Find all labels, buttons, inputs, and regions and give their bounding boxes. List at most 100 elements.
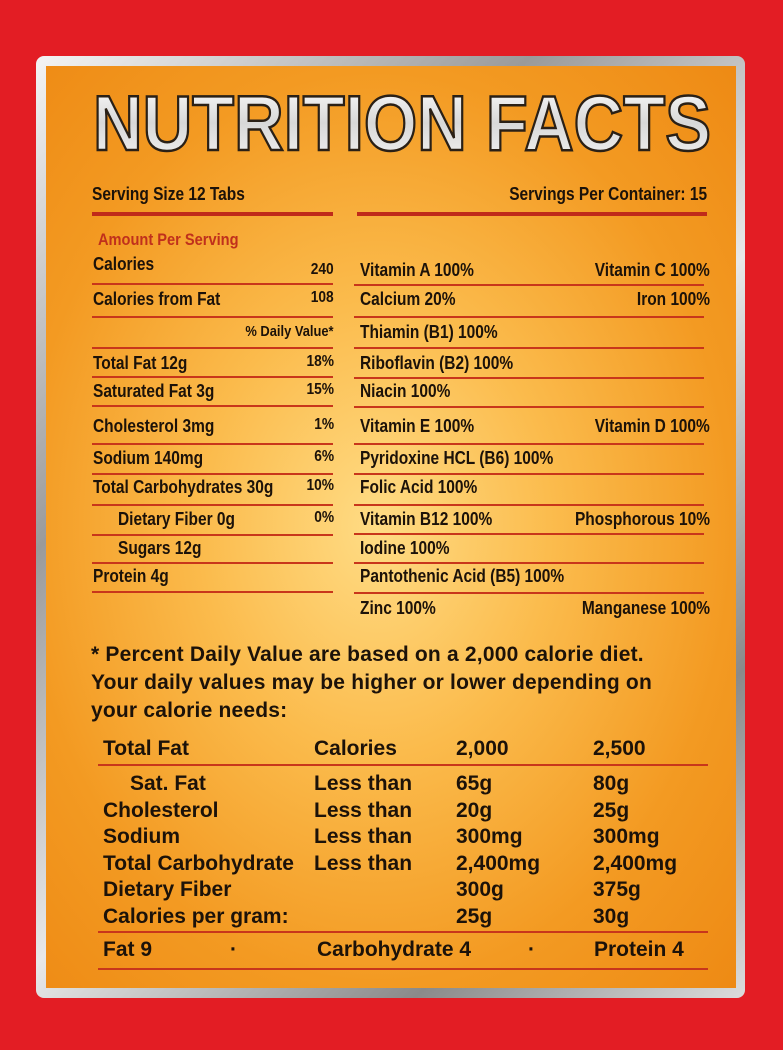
nutrient-value-text: 0% — [314, 509, 334, 526]
vitamin-label: Vitamin B12 100% — [360, 509, 514, 530]
nutrient-label: Calories from Fat — [93, 289, 241, 310]
nutrient-value-text: 15% — [306, 381, 334, 398]
dv-cell: Sodium — [103, 825, 180, 849]
nutrient-value-text: 240 — [311, 261, 334, 278]
dv-cell-text: 2,400mg — [593, 852, 678, 875]
dv-header-cell-text: Total Fat — [103, 737, 189, 760]
nutrient-label-text: Sodium 140mg — [93, 448, 204, 468]
dv-cell-text: Dietary Fiber — [103, 878, 232, 901]
nutrient-value: 15% — [302, 381, 334, 399]
vitamin-label-text: Iodine 100% — [360, 538, 450, 558]
divider — [92, 473, 333, 475]
nutrient-label: Protein 4g — [93, 566, 181, 587]
nutrient-value: 10% — [302, 477, 334, 495]
dv-header-cell: 2,500 — [593, 737, 646, 761]
nutrient-label-text: Calories — [93, 254, 155, 274]
nutrient-label: Dietary Fiber 0g — [118, 509, 254, 530]
divider — [98, 968, 708, 970]
nutrient-label-text: Calories from Fat — [93, 289, 221, 309]
vitamin-label-text: Folic Acid 100% — [360, 477, 478, 497]
nutrient-value-text: 10% — [306, 477, 334, 494]
divider — [354, 377, 704, 379]
divider — [98, 764, 708, 766]
dv-cell-text: Cholesterol — [103, 799, 219, 822]
vitamin-label: Calcium 20% — [360, 289, 471, 310]
dv-cell-text: 65g — [456, 772, 493, 795]
daily-value-header: % Daily Value* — [245, 323, 334, 340]
divider — [354, 504, 704, 506]
dv-cell-text: 300g — [456, 878, 504, 901]
vitamin-label-text: Vitamin B12 100% — [360, 509, 493, 529]
dv-cell: 25g — [456, 905, 492, 929]
nutrient-value-text: 18% — [306, 353, 334, 370]
nutrient-value-text: 6% — [314, 448, 334, 465]
nutrient-label-text: Protein 4g — [93, 566, 169, 586]
divider — [92, 504, 333, 506]
dv-cell-text: Sat. Fat — [130, 772, 206, 795]
footnote-line: * Percent Daily Value are based on a 2,0… — [91, 643, 644, 666]
vitamin-label-right-text: Phosphorous 10% — [574, 509, 710, 529]
nutrient-value: 18% — [302, 353, 334, 371]
vitamin-label-text: Vitamin A 100% — [360, 260, 474, 280]
vitamin-label: Riboflavin (B2) 100% — [360, 353, 538, 374]
vitamin-label-right-text: Vitamin C 100% — [594, 260, 710, 280]
dv-cell-text: Less than — [314, 799, 413, 822]
dv-cell: Calories per gram: — [103, 905, 289, 929]
nutrient-value: 6% — [311, 448, 334, 466]
calories-per-gram-item: · — [230, 938, 237, 962]
dv-cell-text: Sodium — [103, 825, 180, 848]
divider — [354, 347, 704, 349]
vitamin-label: Vitamin E 100% — [360, 416, 493, 437]
dv-cell-text: 25g — [593, 799, 630, 822]
dv-header-cell: 2,000 — [456, 737, 509, 761]
divider — [354, 473, 704, 475]
divider — [354, 592, 704, 594]
vitamin-label-right: Iron 100% — [625, 289, 710, 310]
vitamin-label-right: Manganese 100% — [561, 598, 710, 619]
dv-header-cell-text: Calories — [314, 737, 397, 760]
vitamin-label: Zinc 100% — [360, 598, 448, 619]
dv-cell-text: 2,400mg — [456, 852, 541, 875]
dv-cell: 2,400mg — [456, 852, 540, 876]
servings-per-container: Servings Per Container: 15 — [509, 184, 707, 204]
nutrient-label-text: Total Carbohydrates 30g — [93, 477, 274, 497]
divider — [92, 405, 333, 407]
dv-cell: Less than — [314, 772, 412, 796]
vitamin-label-text: Riboflavin (B2) 100% — [360, 353, 514, 373]
dv-cell-text: 80g — [593, 772, 630, 795]
nutrient-label-text: Dietary Fiber 0g — [118, 509, 236, 529]
dv-cell-text: Total Carbohydrate — [103, 852, 294, 875]
calories-per-gram-item-text: Fat 9 — [103, 938, 153, 961]
title: NUTRITION FACTS — [92, 82, 713, 162]
vitamin-label: Pyridoxine HCL (B6) 100% — [360, 448, 585, 469]
nutrient-label: Sugars 12g — [118, 538, 215, 559]
divider — [92, 443, 333, 445]
calories-per-gram-item: Fat 9 — [103, 938, 152, 962]
calories-per-gram-item: · — [528, 938, 535, 962]
nutrient-value: 0% — [311, 509, 334, 527]
vitamin-label: Thiamin (B1) 100% — [360, 322, 520, 343]
dv-cell-text: 25g — [456, 905, 493, 928]
vitamin-label-right-text: Iron 100% — [636, 289, 710, 309]
vitamin-label-text: Zinc 100% — [360, 598, 436, 618]
dv-cell-text: Less than — [314, 852, 413, 875]
vitamin-label-right-text: Vitamin D 100% — [594, 416, 710, 436]
nutrient-value-text: 108 — [311, 289, 334, 306]
divider — [92, 347, 333, 349]
dv-cell: 25g — [593, 799, 629, 823]
vitamin-label: Folic Acid 100% — [360, 477, 496, 498]
dv-header-cell: Total Fat — [103, 737, 189, 761]
divider — [98, 931, 708, 933]
calories-per-gram-item-text: · — [528, 938, 535, 961]
nutrient-label-text: Cholesterol 3mg — [93, 416, 215, 436]
divider — [354, 406, 704, 408]
vitamin-label: Vitamin A 100% — [360, 260, 492, 281]
nutrient-label-text: Saturated Fat 3g — [93, 381, 215, 401]
divider — [92, 376, 333, 378]
nutrient-label: Total Fat 12g — [93, 353, 203, 374]
dv-cell-text: 375g — [593, 878, 641, 901]
dv-header-cell: Calories — [314, 737, 397, 761]
dv-cell: 300mg — [456, 825, 523, 849]
vitamin-label-right-text: Manganese 100% — [581, 598, 710, 618]
dv-header-cell-text: 2,500 — [593, 737, 646, 760]
